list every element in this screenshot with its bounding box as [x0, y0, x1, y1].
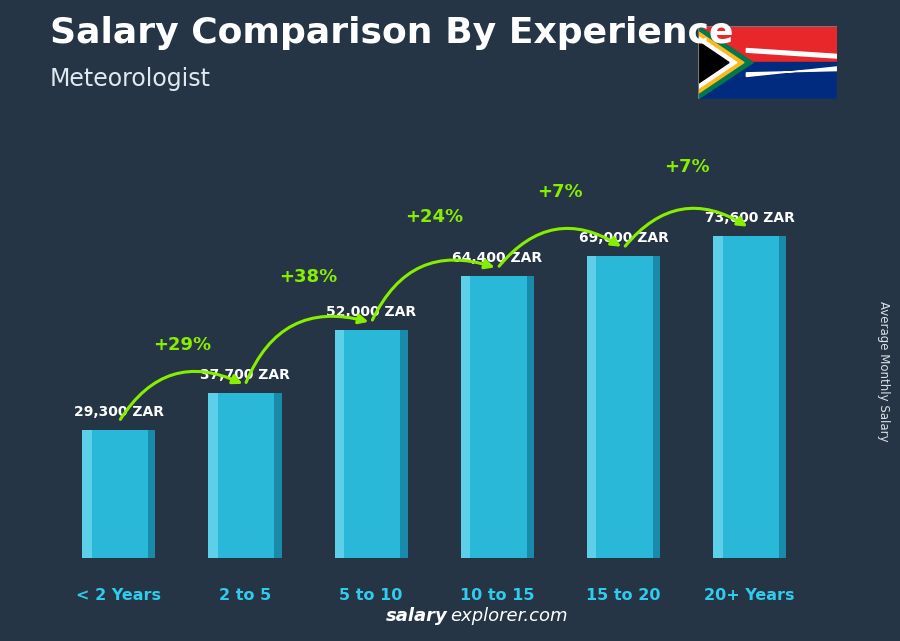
Text: Salary Comparison By Experience: Salary Comparison By Experience — [50, 16, 733, 50]
Polygon shape — [746, 49, 837, 58]
Bar — [148, 429, 156, 558]
Bar — [82, 429, 92, 558]
Text: 10 to 15: 10 to 15 — [460, 588, 535, 603]
Bar — [209, 393, 218, 558]
Polygon shape — [698, 31, 744, 94]
Bar — [209, 393, 282, 558]
Bar — [82, 429, 156, 558]
Bar — [335, 330, 344, 558]
Text: 20+ Years: 20+ Years — [705, 588, 795, 603]
Text: +24%: +24% — [405, 208, 464, 226]
Bar — [698, 62, 837, 99]
Text: explorer.com: explorer.com — [450, 607, 568, 625]
Polygon shape — [698, 36, 737, 89]
Text: 52,000 ZAR: 52,000 ZAR — [326, 306, 416, 319]
Text: 2 to 5: 2 to 5 — [219, 588, 271, 603]
Polygon shape — [746, 67, 837, 76]
Text: +38%: +38% — [279, 268, 338, 286]
Bar — [778, 236, 787, 558]
Text: 15 to 20: 15 to 20 — [586, 588, 661, 603]
Text: +29%: +29% — [153, 336, 211, 354]
Text: 37,700 ZAR: 37,700 ZAR — [200, 368, 290, 382]
Bar — [461, 276, 534, 558]
Bar — [400, 330, 408, 558]
Text: salary: salary — [385, 607, 447, 625]
Bar — [526, 276, 534, 558]
Polygon shape — [698, 41, 729, 84]
Bar — [335, 330, 408, 558]
Text: < 2 Years: < 2 Years — [76, 588, 161, 603]
Text: +7%: +7% — [663, 158, 709, 176]
Text: 73,600 ZAR: 73,600 ZAR — [705, 211, 795, 225]
Bar — [713, 236, 723, 558]
Bar — [274, 393, 282, 558]
Bar — [698, 26, 837, 62]
Text: Average Monthly Salary: Average Monthly Salary — [878, 301, 890, 442]
Bar — [587, 256, 660, 558]
Text: 69,000 ZAR: 69,000 ZAR — [579, 231, 669, 245]
Text: +7%: +7% — [537, 183, 583, 201]
Text: 29,300 ZAR: 29,300 ZAR — [74, 404, 164, 419]
Polygon shape — [698, 26, 753, 99]
Text: 5 to 10: 5 to 10 — [339, 588, 403, 603]
Bar — [713, 236, 787, 558]
Text: Meteorologist: Meteorologist — [50, 67, 211, 91]
Bar — [461, 276, 471, 558]
Bar — [587, 256, 597, 558]
Bar — [652, 256, 660, 558]
Text: 64,400 ZAR: 64,400 ZAR — [453, 251, 543, 265]
